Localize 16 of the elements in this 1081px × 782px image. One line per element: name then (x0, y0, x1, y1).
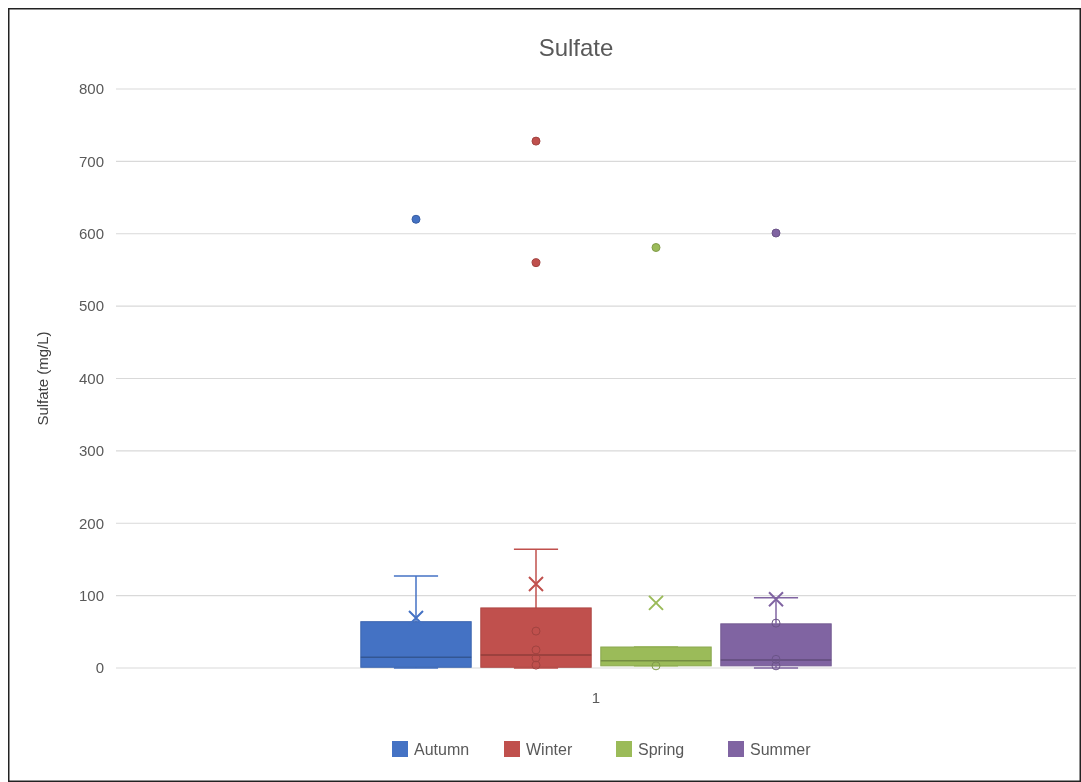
y-tick-label: 500 (78, 297, 104, 315)
y-tick-label: 800 (78, 80, 104, 98)
y-tick-label: 700 (78, 152, 104, 170)
chart-title: Sulfate (538, 34, 614, 61)
legend-label: Winter (526, 740, 573, 758)
y-tick-label: 300 (78, 442, 104, 460)
y-axis-title: Sulfate (mg/L) (34, 331, 51, 426)
y-tick-label: 400 (78, 369, 104, 387)
y-tick-label: 100 (78, 586, 104, 604)
legend-label: Spring (638, 740, 685, 758)
y-tick-label: 200 (78, 514, 104, 532)
legend-label: Summer (750, 740, 812, 758)
legend-label: Autumn (414, 740, 470, 758)
y-tick-label: 0 (95, 659, 104, 677)
x-tick-label: 1 (591, 689, 601, 706)
y-tick-label: 600 (78, 225, 104, 242)
